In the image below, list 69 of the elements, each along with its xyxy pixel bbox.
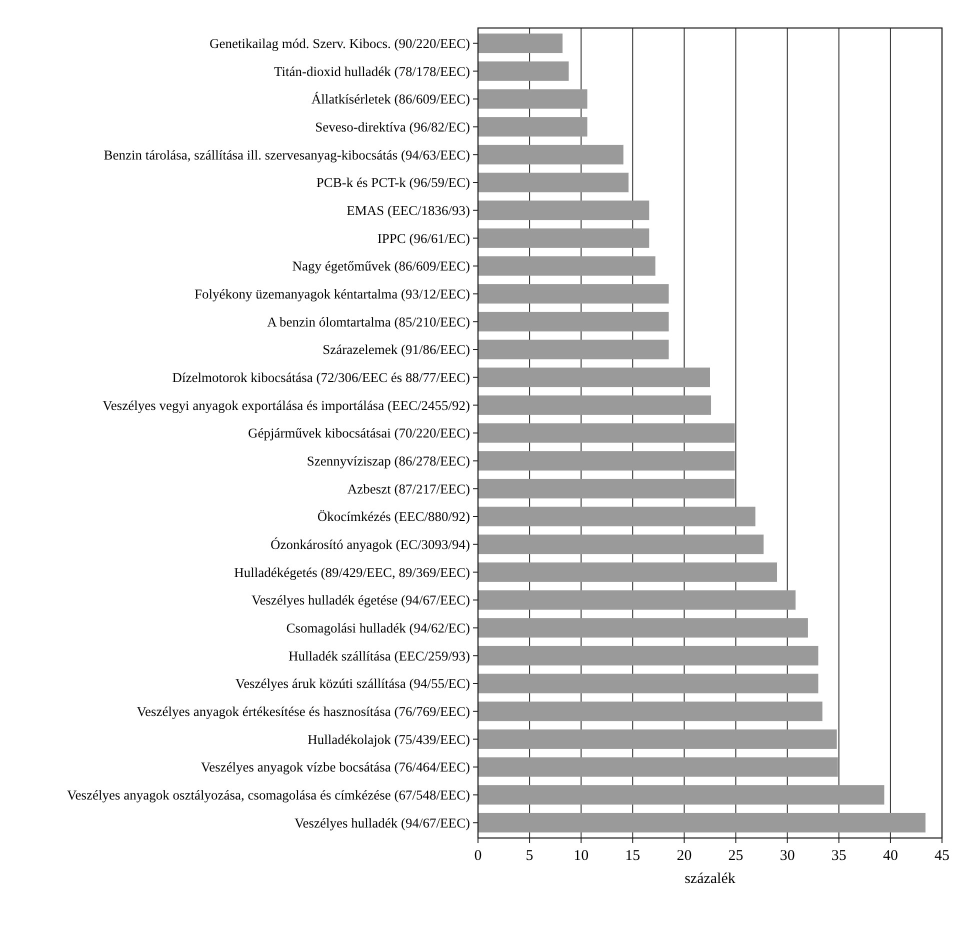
bar xyxy=(478,312,669,332)
x-tick-label: 40 xyxy=(882,848,898,864)
bar xyxy=(478,729,837,749)
y-tick-label: EMAS (EEC/1836/93) xyxy=(346,203,470,218)
bar xyxy=(478,590,796,610)
y-tick-label: Veszélyes vegyi anyagok exportálása és importálása (EEC/2455/92) xyxy=(102,398,470,413)
bar xyxy=(478,368,710,388)
y-tick-label: Veszélyes anyagok értékesítése és hasznosítása (76/769/EEC) xyxy=(136,704,470,720)
y-tick-label: Ózonkárosító anyagok (EC/3093/94) xyxy=(270,537,470,552)
bar xyxy=(478,702,822,722)
y-tick-label: Dízelmotorok kibocsátása (72/306/EEC és 88/77/EEC) xyxy=(172,370,470,386)
y-tick-label: Szennyvíziszap (86/278/EEC) xyxy=(306,454,470,469)
bar xyxy=(478,423,735,443)
bar xyxy=(478,340,669,360)
bar xyxy=(478,646,818,666)
x-tick-label: 10 xyxy=(574,848,589,864)
x-tick-label: 30 xyxy=(780,848,795,864)
y-tick-label: Veszélyes anyagok osztályozása, csomagolása és címkézése (67/548/EEC) xyxy=(67,788,470,803)
y-tick-label: Csomagolási hulladék (94/62/EC) xyxy=(286,620,470,636)
y-tick-label: Szárazelemek (91/86/EEC) xyxy=(322,342,470,358)
bar xyxy=(478,34,563,54)
y-tick-label: Titán-dioxid hulladék (78/178/EEC) xyxy=(274,64,470,79)
x-axis-title: százalék xyxy=(684,871,736,887)
y-tick-label: Veszélyes áruk közúti szállítása (94/55/EC) xyxy=(235,676,470,692)
y-tick-label: PCB-k és PCT-k (96/59/EC) xyxy=(316,175,470,190)
y-tick-label: A benzin ólomtartalma (85/210/EEC) xyxy=(267,314,470,330)
y-tick-label: Hulladék szállítása (EEC/259/93) xyxy=(288,648,470,664)
bar xyxy=(478,89,588,109)
bar xyxy=(478,200,650,220)
bar xyxy=(478,228,650,248)
y-tick-label: Ökocímkézés (EEC/880/92) xyxy=(317,509,470,524)
bar xyxy=(478,117,588,137)
y-tick-label: Veszélyes hulladék égetése (94/67/EEC) xyxy=(251,592,470,608)
x-tick-label: 15 xyxy=(625,848,640,864)
y-tick-label: Seveso-direktíva (96/82/EC) xyxy=(315,120,470,135)
bar xyxy=(478,562,778,582)
bar xyxy=(478,256,656,276)
bar xyxy=(478,172,629,192)
bar xyxy=(478,812,926,832)
bar xyxy=(478,451,735,471)
y-tick-label: IPPC (96/61/EC) xyxy=(377,230,470,246)
x-tick-label: 20 xyxy=(676,848,692,864)
bar xyxy=(478,674,818,694)
y-tick-label: Folyékony üzemanyagok kéntartalma (93/12/EEC) xyxy=(194,286,470,302)
bar xyxy=(478,618,808,638)
y-tick-label: Hulladékégetés (89/429/EEC, 89/369/EEC) xyxy=(234,564,470,580)
y-tick-label: Nagy égetőművek (86/609/EEC) xyxy=(292,258,470,274)
bar xyxy=(478,785,884,805)
x-tick-label: 5 xyxy=(526,848,534,864)
bar xyxy=(478,506,756,526)
y-tick-label: Állatkísérletek (86/609/EEC) xyxy=(311,92,470,107)
y-tick-label: Veszélyes anyagok vízbe bocsátása (76/464/EEC) xyxy=(200,760,470,775)
y-tick-label: Benzin tárolása, szállítása ill. szervesanyag-kibocsátás (94/63/EEC) xyxy=(104,147,470,162)
bar xyxy=(478,534,764,554)
bar xyxy=(478,395,712,415)
bar xyxy=(478,144,624,164)
x-tick-label: 0 xyxy=(474,848,482,864)
y-tick-label: Azbeszt (87/217/EEC) xyxy=(347,481,470,496)
y-tick-label: Veszélyes hulladék (94/67/EEC) xyxy=(294,815,470,830)
bar xyxy=(478,61,569,81)
x-tick-label: 45 xyxy=(934,848,950,864)
y-tick-label: Hulladékolajok (75/439/EEC) xyxy=(308,732,470,747)
bar xyxy=(478,757,838,777)
bar xyxy=(478,284,669,304)
x-tick-label: 25 xyxy=(728,848,744,864)
x-tick-label: 35 xyxy=(831,848,846,864)
y-tick-label: Gépjárművek kibocsátásai (70/220/EEC) xyxy=(248,426,470,441)
y-tick-label: Genetikailag mód. Szerv. Kibocs. (90/220/EEC) xyxy=(210,36,470,52)
bar xyxy=(478,478,735,498)
